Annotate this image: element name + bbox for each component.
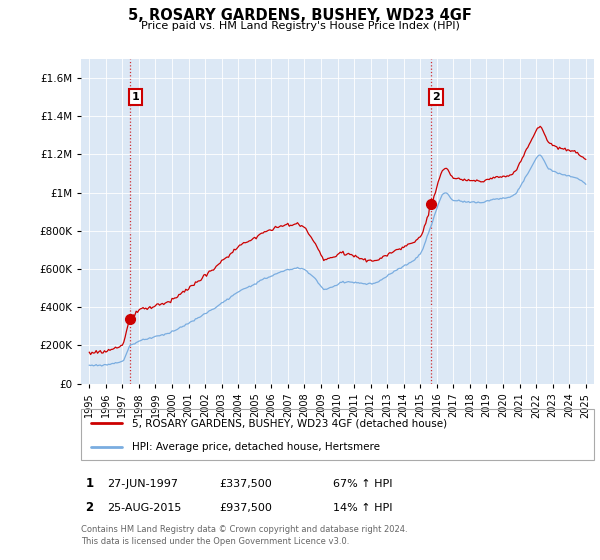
Text: 27-JUN-1997: 27-JUN-1997: [107, 479, 178, 489]
Text: 14% ↑ HPI: 14% ↑ HPI: [333, 503, 392, 513]
Text: 1: 1: [131, 92, 139, 102]
Text: £337,500: £337,500: [219, 479, 272, 489]
Text: 2: 2: [85, 501, 94, 515]
Text: Price paid vs. HM Land Registry's House Price Index (HPI): Price paid vs. HM Land Registry's House …: [140, 21, 460, 31]
Text: £937,500: £937,500: [219, 503, 272, 513]
Text: 5, ROSARY GARDENS, BUSHEY, WD23 4GF (detached house): 5, ROSARY GARDENS, BUSHEY, WD23 4GF (det…: [133, 418, 448, 428]
Text: 2: 2: [432, 92, 440, 102]
Text: 1: 1: [85, 477, 94, 491]
Text: Contains HM Land Registry data © Crown copyright and database right 2024.
This d: Contains HM Land Registry data © Crown c…: [81, 525, 407, 546]
Text: 67% ↑ HPI: 67% ↑ HPI: [333, 479, 392, 489]
Text: 25-AUG-2015: 25-AUG-2015: [107, 503, 181, 513]
Text: 5, ROSARY GARDENS, BUSHEY, WD23 4GF: 5, ROSARY GARDENS, BUSHEY, WD23 4GF: [128, 8, 472, 24]
Text: HPI: Average price, detached house, Hertsmere: HPI: Average price, detached house, Hert…: [133, 442, 380, 452]
